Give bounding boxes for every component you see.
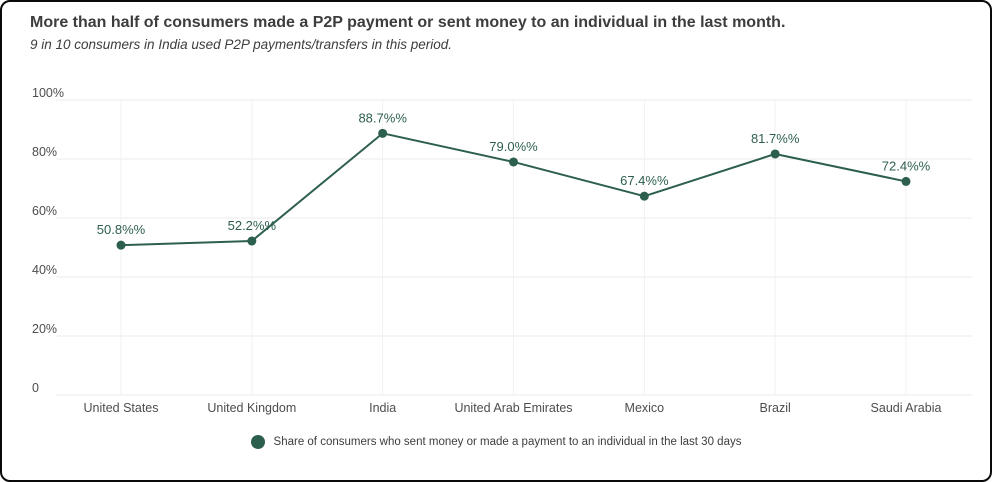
legend-label: Share of consumers who sent money or mad… xyxy=(273,436,742,448)
y-tick-label: 100% xyxy=(32,86,64,100)
data-point-label: 79.0%% xyxy=(489,139,538,154)
data-point xyxy=(639,191,649,201)
y-tick-label: 0 xyxy=(32,381,39,395)
data-point xyxy=(116,240,126,250)
y-tick-label: 60% xyxy=(32,204,57,218)
x-category-label: Saudi Arabia xyxy=(871,401,942,415)
x-category-label: United States xyxy=(83,401,158,415)
data-point-label: 72.4%% xyxy=(882,158,931,173)
chart-subtitle: 9 in 10 consumers in India used P2P paym… xyxy=(30,37,452,52)
y-tick-label: 40% xyxy=(32,263,57,277)
y-tick-label: 20% xyxy=(32,322,57,336)
x-category-label: India xyxy=(369,401,396,415)
chart-title: More than half of consumers made a P2P p… xyxy=(30,14,786,31)
data-point-label: 67.4%% xyxy=(620,173,669,188)
data-point-label: 88.7%% xyxy=(358,110,407,125)
chart-legend: Share of consumers who sent money or mad… xyxy=(2,435,990,449)
data-point-label: 81.7%% xyxy=(751,131,800,146)
data-point xyxy=(509,157,518,167)
x-category-label: United Kingdom xyxy=(207,401,296,415)
data-point xyxy=(770,149,780,159)
data-point-label: 52.2%% xyxy=(228,218,277,233)
data-point xyxy=(901,176,911,186)
data-point-label: 50.8%% xyxy=(97,222,146,237)
x-category-label: Mexico xyxy=(625,401,665,415)
y-tick-label: 80% xyxy=(32,145,57,159)
x-category-label: Brazil xyxy=(760,401,791,415)
data-point xyxy=(378,128,388,138)
data-point xyxy=(247,236,257,246)
legend-marker-icon xyxy=(250,435,265,449)
x-category-label: United Arab Emirates xyxy=(454,401,572,415)
